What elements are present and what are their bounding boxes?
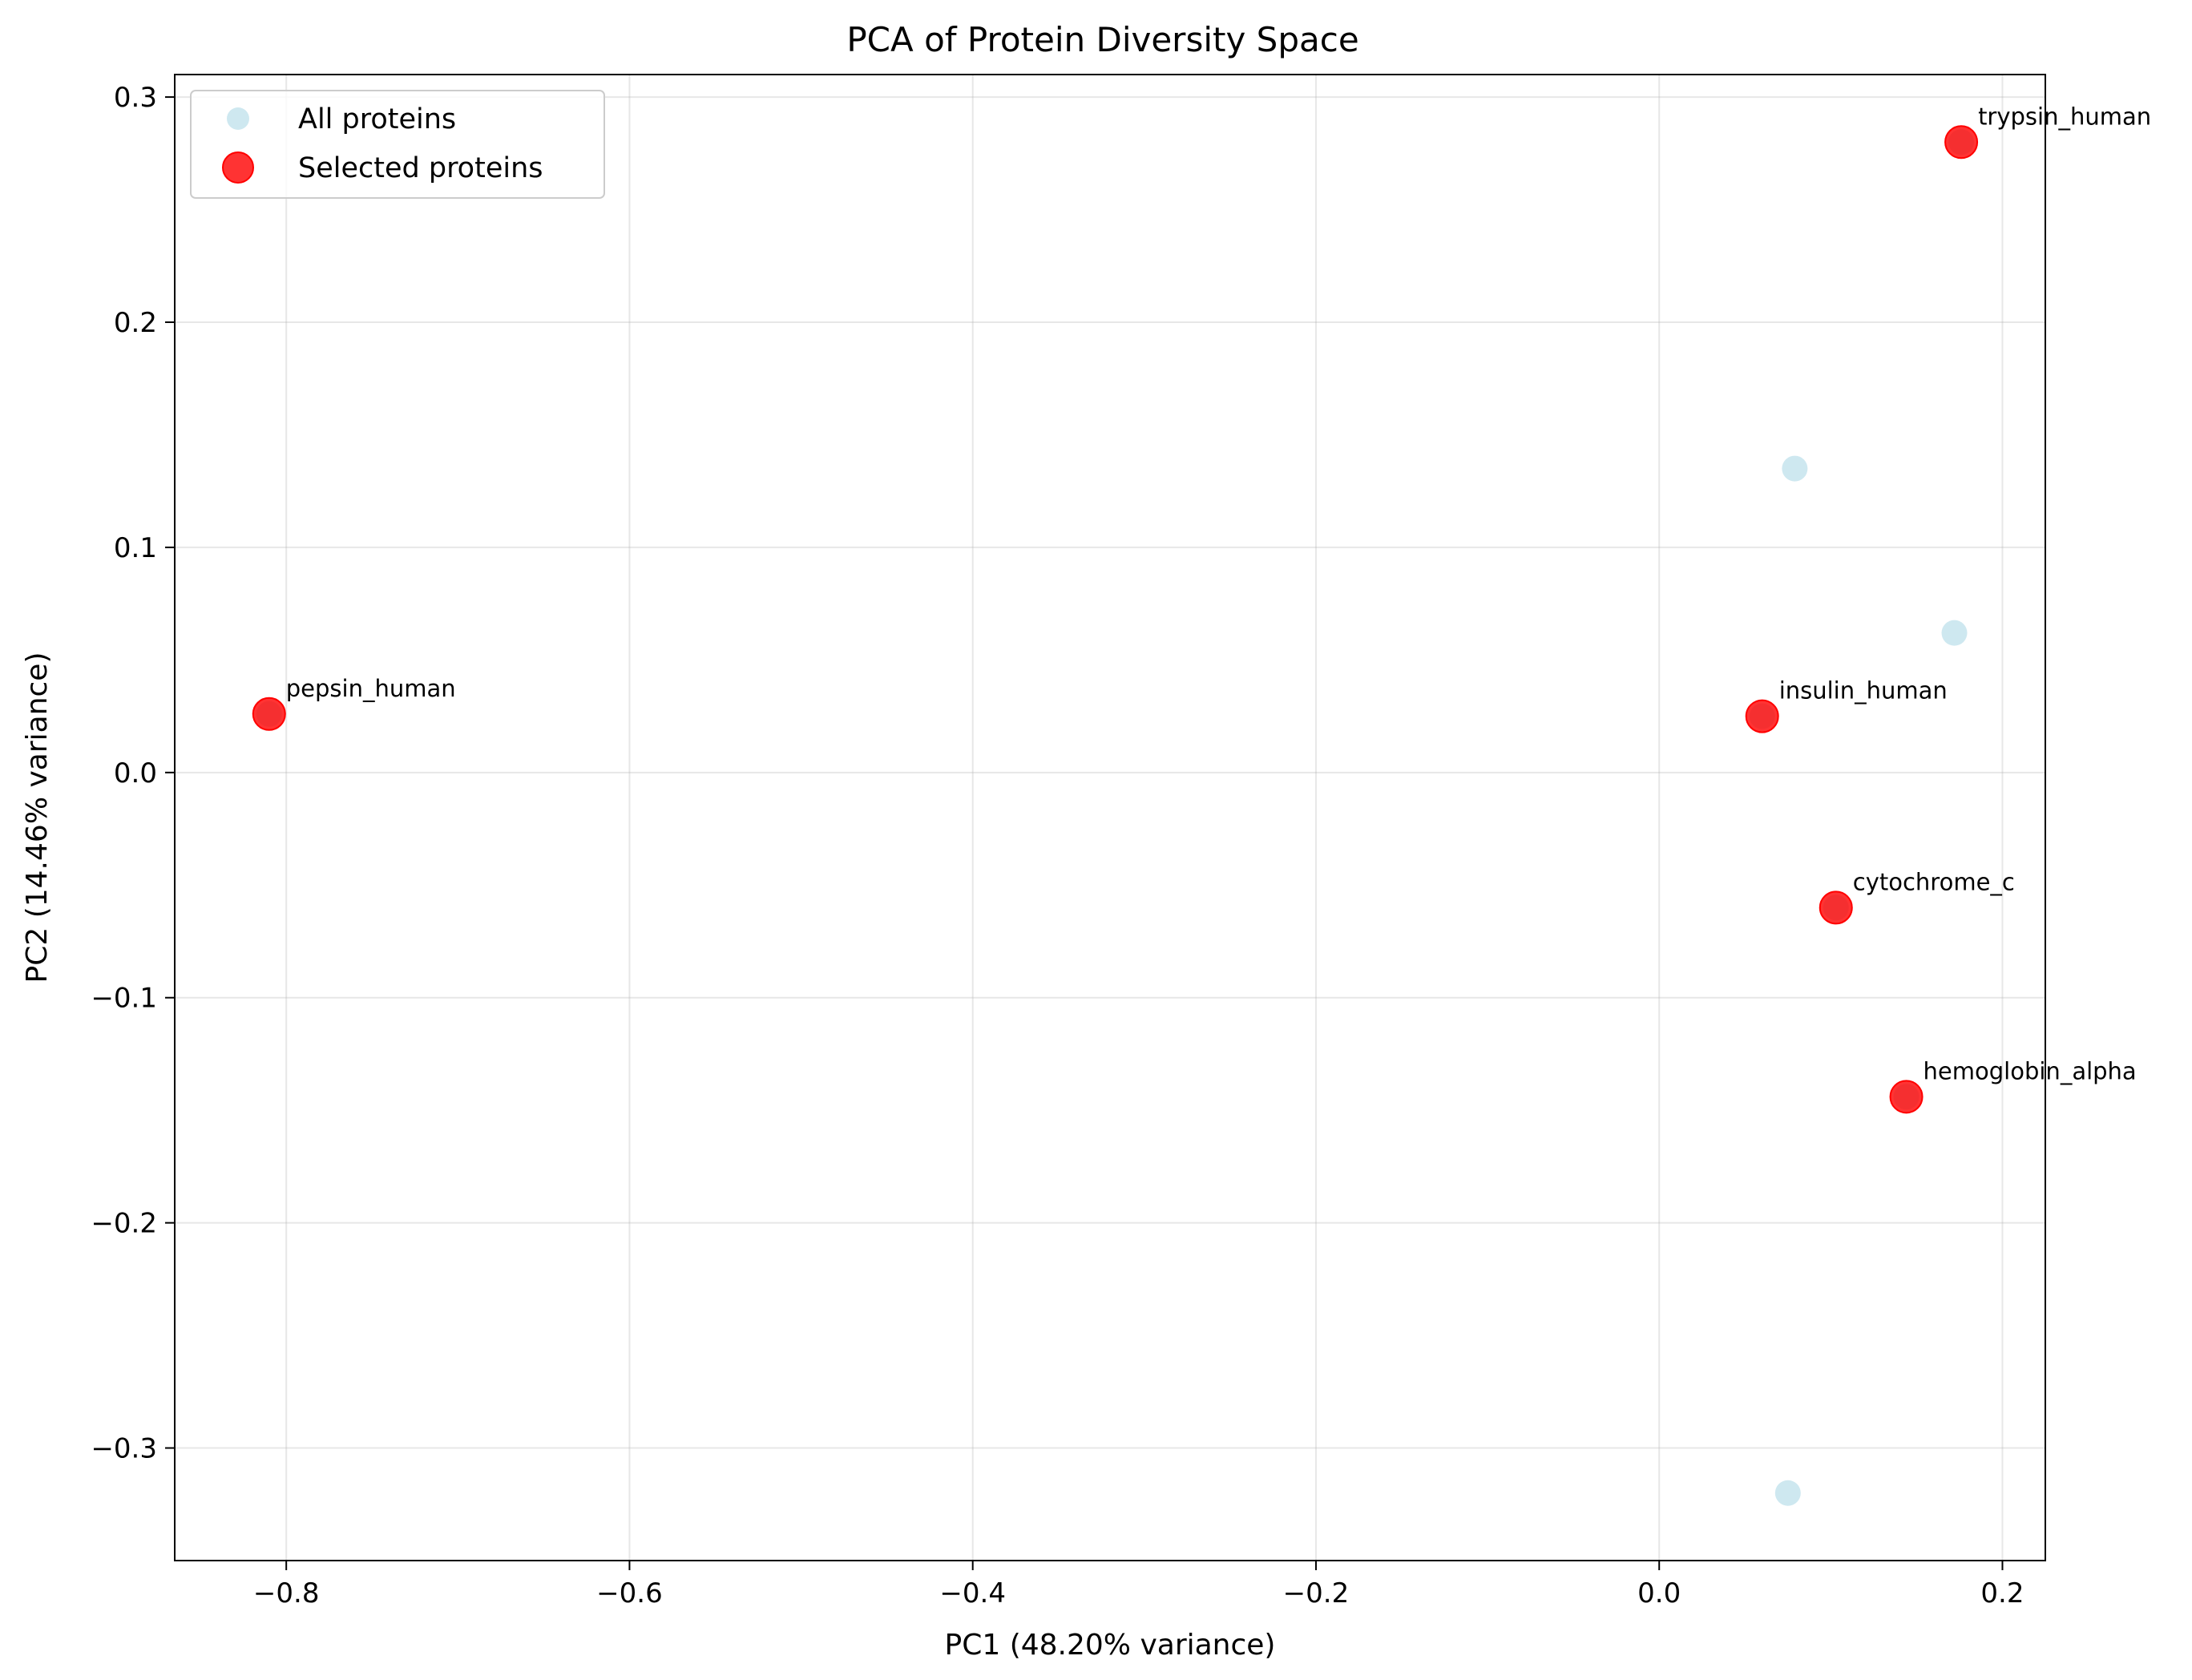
selected-protein-point: [1745, 699, 1779, 733]
all-proteins-point: [1941, 620, 1968, 646]
point-label: hemoglobin_alpha: [1924, 1057, 2137, 1084]
x-axis-ticks: −0.8 −0.6 −0.4 −0.2 0.0 0.2: [253, 1561, 2024, 1609]
y-tick-label: −0.2: [91, 1208, 157, 1240]
y-tick-label: 0.2: [114, 307, 157, 339]
plot-background: [175, 75, 2045, 1561]
y-tick-label: −0.1: [91, 983, 157, 1015]
chart-title: PCA of Protein Diversity Space: [846, 20, 1358, 59]
x-tick-label: −0.2: [1283, 1577, 1350, 1609]
legend-marker-selected-proteins: [222, 151, 254, 184]
x-tick-label: −0.6: [596, 1577, 663, 1609]
selected-protein-point: [252, 697, 286, 731]
selected-protein-point: [1819, 890, 1853, 925]
y-axis-title: PC2 (14.46% variance): [21, 652, 54, 983]
selected-proteins-points: [252, 125, 1979, 1114]
point-labels: pepsin_human insulin_human cytochrome_chem…: [286, 103, 2151, 1084]
grid-lines: [175, 75, 2045, 1561]
point-label: pepsin_human: [286, 675, 456, 702]
legend-label-all-proteins: All proteins: [298, 103, 456, 135]
x-tick-label: −0.8: [253, 1577, 320, 1609]
y-axis-ticks: −0.3 −0.2 −0.1 0.0 0.1 0.2 0.3: [91, 82, 175, 1465]
x-tick-label: −0.4: [939, 1577, 1006, 1609]
all-proteins-point: [1782, 455, 1808, 482]
selected-protein-point: [1944, 125, 1979, 160]
y-tick-label: 0.0: [114, 757, 157, 790]
plot-frame: [174, 74, 2046, 1561]
point-label: insulin_human: [1779, 677, 1948, 705]
x-tick-label: 0.0: [1637, 1577, 1681, 1609]
legend-label-selected-proteins: Selected proteins: [298, 152, 543, 184]
y-tick-label: −0.3: [91, 1433, 157, 1465]
point-label: trypsin_human: [1978, 103, 2151, 130]
plot-area: pepsin_human insulin_human cytochrome_chem…: [91, 74, 2151, 1609]
legend-box: [190, 90, 605, 199]
all-proteins-point: [1774, 1480, 1801, 1506]
y-tick-label: 0.3: [114, 82, 157, 114]
legend: All proteins Selected proteins: [190, 90, 605, 199]
legend-marker-all-proteins: [227, 107, 249, 130]
x-tick-label: 0.2: [1980, 1577, 2024, 1609]
selected-protein-point: [1889, 1080, 1924, 1114]
point-label: cytochrome_c: [1853, 868, 2015, 895]
y-tick-label: 0.1: [114, 532, 157, 564]
x-axis-title: PC1 (48.20% variance): [945, 1629, 1276, 1662]
